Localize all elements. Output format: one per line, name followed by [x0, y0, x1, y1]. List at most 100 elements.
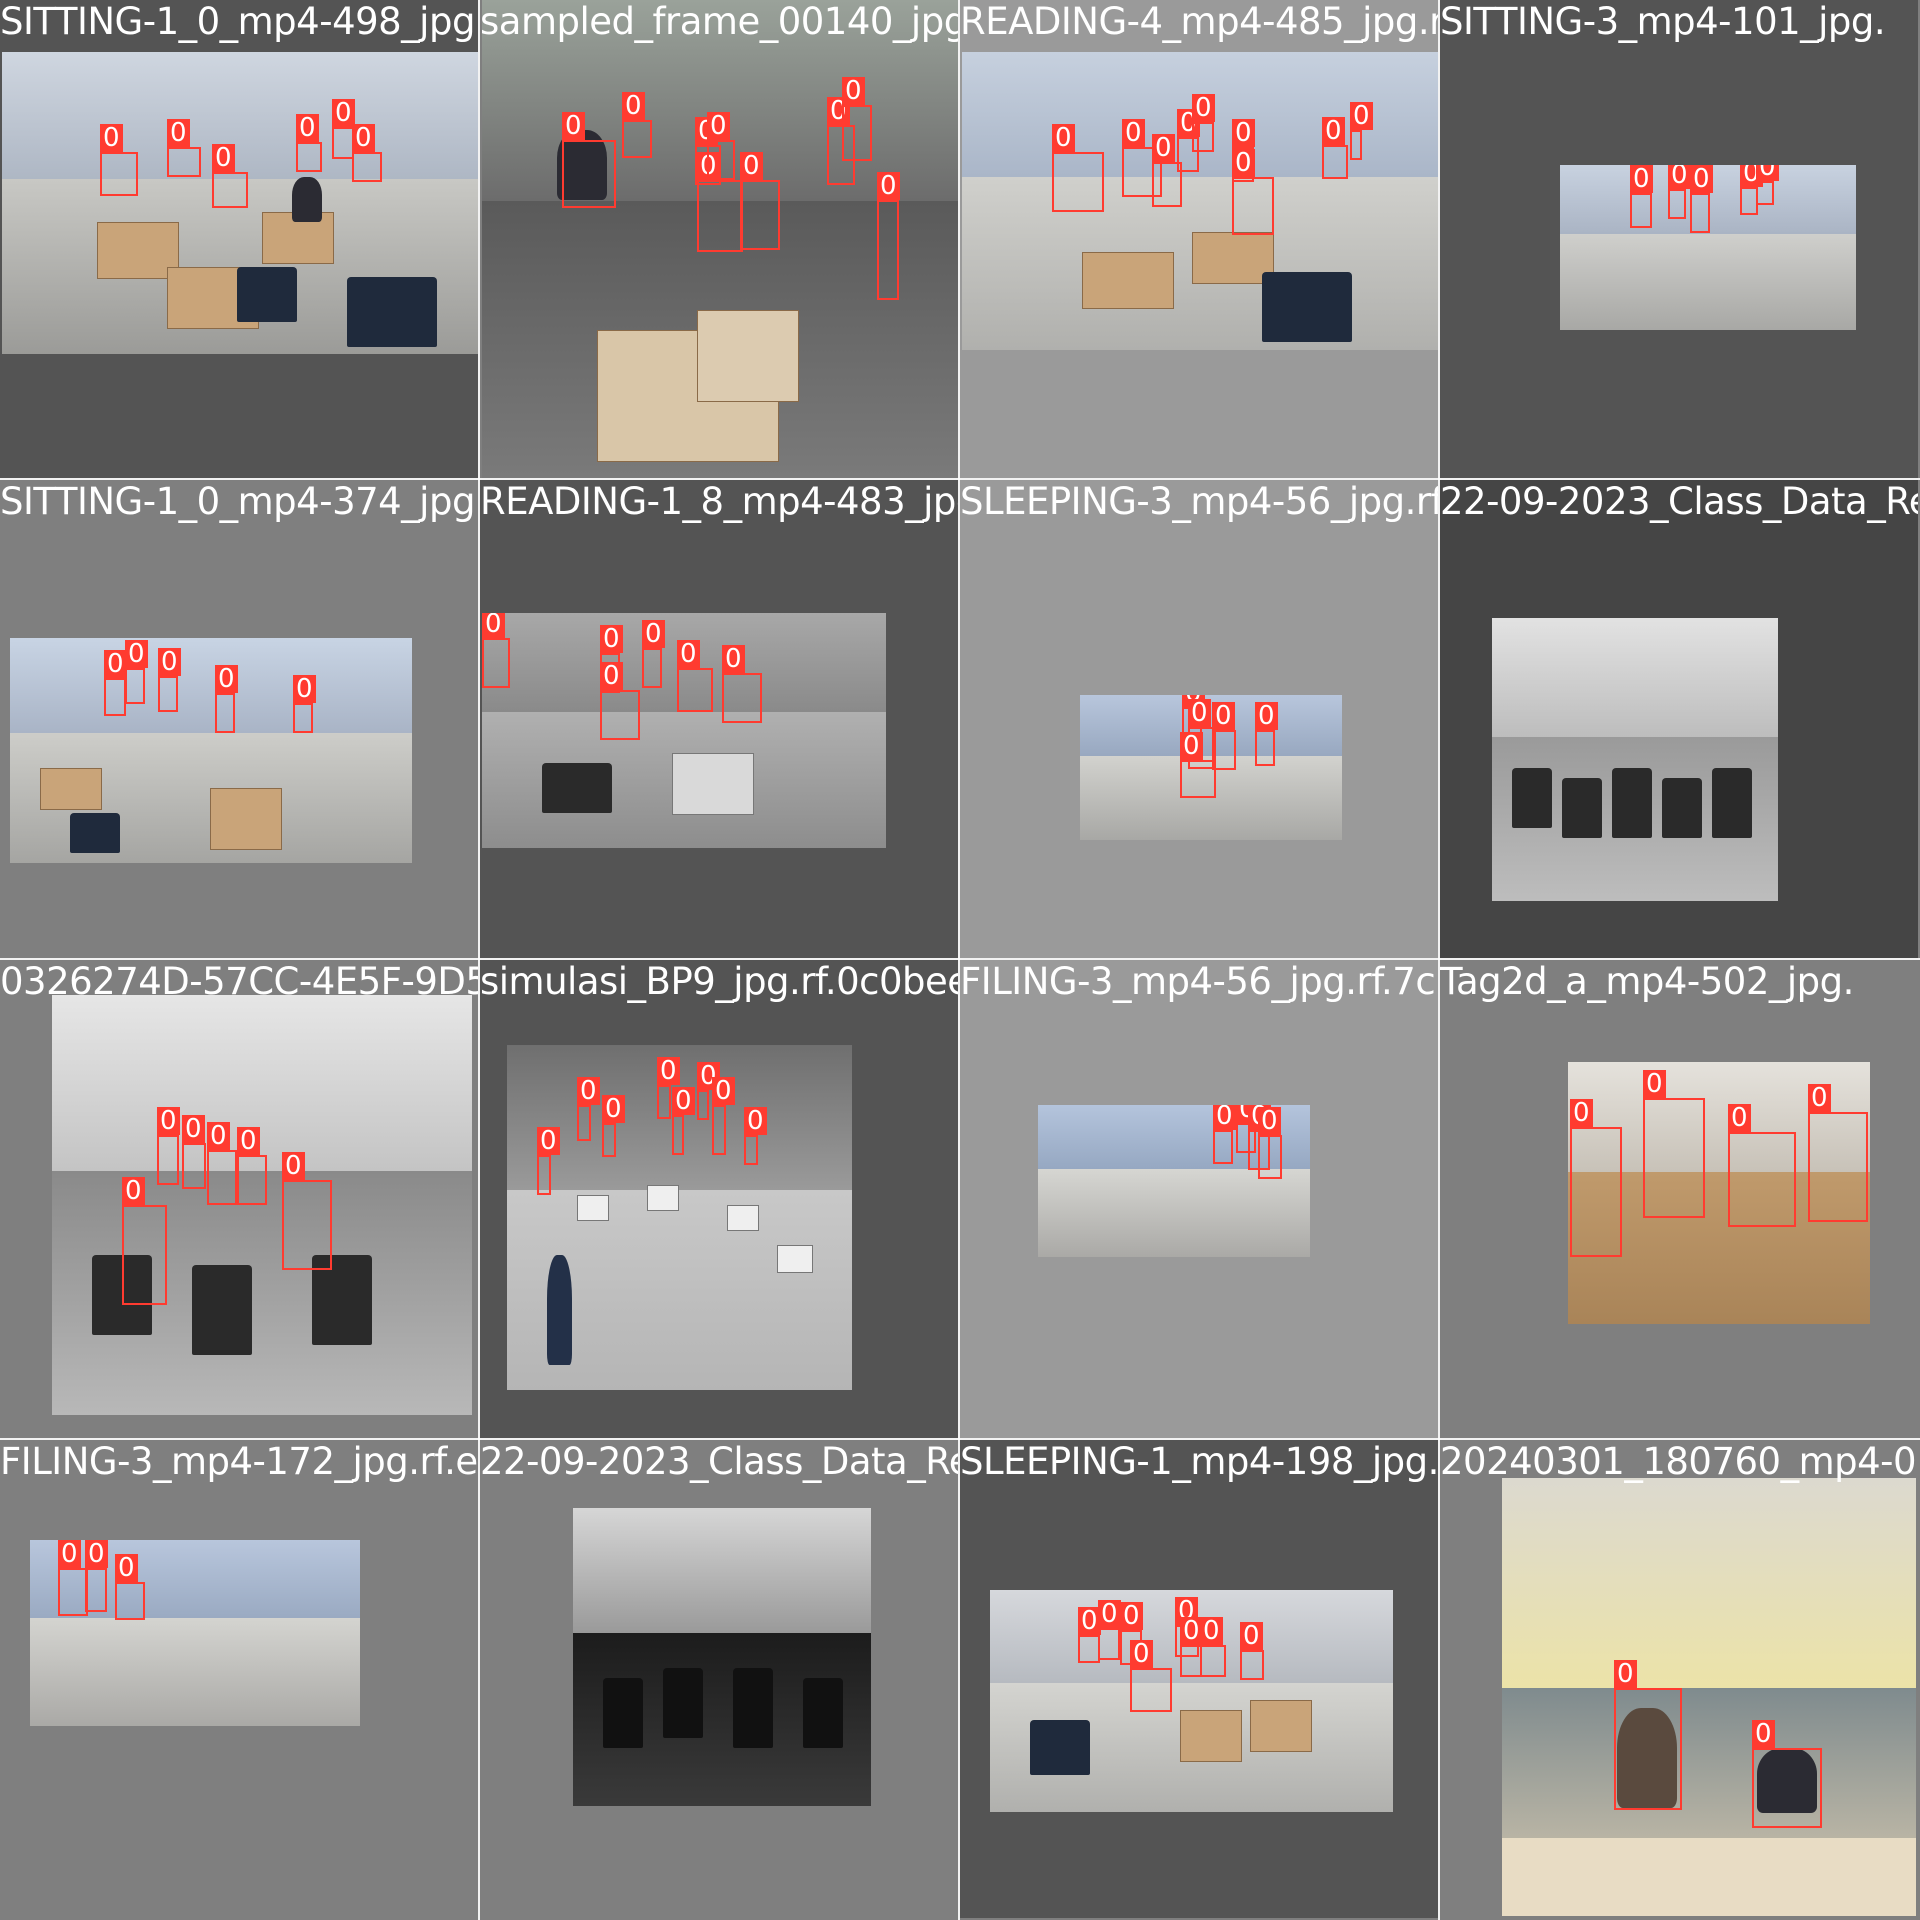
class-label-tag: 0 — [677, 640, 700, 668]
classroom-photo: 0 0 0 0 0 0 0 0 — [507, 1045, 852, 1390]
class-label-tag: 0 — [537, 1127, 560, 1155]
class-label-tag: 0 — [1232, 119, 1255, 147]
detection-box: 0 — [562, 112, 616, 208]
grid-line — [0, 478, 1920, 480]
class-label-tag: 0 — [1643, 1070, 1666, 1098]
detection-box: 0 — [657, 1057, 680, 1119]
detection-box: 0 — [744, 1107, 767, 1165]
class-label-tag: 0 — [562, 112, 585, 140]
mosaic-tile-1: 0 0 0 0 0 0 SITTING-1_0_mp4-498_jpg. — [0, 0, 478, 478]
detection-box: 0 — [125, 640, 148, 704]
image-filename-caption: 0326274D-57CC-4E5F-9D5 — [0, 960, 478, 1003]
detection-box: 0 — [1180, 732, 1216, 798]
image-filename-caption: sampled_frame_00140_jpg.rf.f755b — [480, 0, 958, 43]
class-label-tag: 0 — [1258, 1107, 1281, 1135]
image-filename-caption: Tag2d_a_mp4-502_jpg. — [1440, 960, 1854, 1003]
mosaic-tile-5: 0 0 0 0 0 SITTING-1_0_mp4-374_jpg. — [0, 480, 478, 958]
detection-box: 0 — [1614, 1660, 1682, 1810]
class-label-tag: 0 — [1752, 1720, 1775, 1748]
class-label-tag: 0 — [182, 1115, 205, 1143]
class-label-tag: 0 — [1570, 1099, 1593, 1127]
class-label-tag: 0 — [158, 648, 181, 676]
detection-box: 0 — [537, 1127, 560, 1195]
classroom-photo: 0 0 0 0 — [1568, 1062, 1870, 1324]
class-label-tag: 0 — [352, 124, 375, 152]
detection-box: 0 — [1322, 117, 1348, 179]
class-label-tag: 0 — [622, 92, 645, 120]
class-label-tag: 0 — [1120, 1602, 1143, 1630]
class-label-tag: 0 — [215, 665, 238, 693]
class-label-tag: 0 — [1078, 1607, 1101, 1635]
classroom-photo: 0 0 0 0 0 — [1560, 165, 1856, 330]
detection-box: 0 — [1570, 1099, 1622, 1257]
detection-box: 0 — [1258, 1107, 1282, 1179]
class-label-tag: 0 — [1240, 1622, 1263, 1650]
class-label-tag: 0 — [722, 645, 745, 673]
detection-box: 0 — [1668, 165, 1691, 219]
class-label-tag: 0 — [296, 114, 319, 142]
detection-box: 0 — [282, 1152, 332, 1270]
mosaic-tile-13: 0 0 0 FILING-3_mp4-172_jpg.rf.e3 — [0, 1440, 478, 1918]
class-label-tag: 0 — [157, 1107, 180, 1135]
detection-box: 0 — [104, 650, 127, 716]
class-label-tag: 0 — [672, 1087, 695, 1115]
mosaic-tile-8: 22-09-2023_Class_Data_Re — [1440, 480, 1918, 958]
mosaic-tile-11: 0 0 0 0 FILING-3_mp4-56_jpg.rf.7c1 — [960, 960, 1438, 1438]
class-label-tag: 0 — [842, 77, 865, 105]
class-label-tag: 0 — [1152, 134, 1175, 162]
detection-box: 0 — [1180, 1617, 1203, 1677]
detection-box: 0 — [157, 1107, 180, 1185]
detection-box: 0 — [58, 1540, 88, 1616]
classroom-photo: 0 0 0 0 0 — [10, 638, 412, 863]
detection-box: 0 — [237, 1127, 267, 1205]
class-label-tag: 0 — [1098, 1600, 1121, 1628]
detection-box: 0 — [600, 662, 640, 740]
detection-box: 0 — [1212, 702, 1236, 770]
detection-box: 0 — [332, 99, 355, 159]
detection-box: 0 — [722, 645, 762, 723]
class-label-tag: 0 — [115, 1554, 138, 1582]
class-label-tag: 0 — [332, 99, 355, 127]
classroom-photo: 0 0 — [1502, 1478, 1916, 1916]
detection-box: 0 — [1643, 1070, 1705, 1218]
mosaic-tile-7: 0 0 0 0 0 SLEEPING-3_mp4-56_jpg.rf. — [960, 480, 1438, 958]
class-label-tag: 0 — [293, 675, 316, 703]
image-filename-caption: READING-4_mp4-485_jpg.rf. — [960, 0, 1438, 43]
mosaic-tile-15: 0 0 0 0 0 0 0 0 SLEEPING-1_mp4-198_jpg. — [960, 1440, 1438, 1918]
class-label-tag: 0 — [1690, 165, 1713, 193]
detection-box: 0 — [1808, 1084, 1868, 1222]
detection-box: 0 — [1192, 94, 1215, 152]
mosaic-tile-2: 0 0 0 0 0 0 0 0 0 sampled_frame_00140_jp… — [480, 0, 958, 478]
class-label-tag: 0 — [167, 119, 190, 147]
detection-box: 0 — [1098, 1600, 1121, 1660]
class-label-tag: 0 — [104, 650, 127, 678]
detection-box: 0 — [672, 1087, 695, 1155]
image-filename-caption: SITTING-3_mp4-101_jpg. — [1440, 0, 1886, 43]
class-label-tag: 0 — [100, 124, 123, 152]
class-label-tag: 0 — [1808, 1084, 1831, 1112]
classroom-photo — [1492, 618, 1778, 901]
image-filename-caption: 22-09-2023_Class_Data_Re — [1440, 480, 1918, 523]
image-filename-caption: simulasi_BP9_jpg.rf.0c0bee79f — [480, 960, 958, 1003]
detection-box: 0 — [842, 77, 872, 161]
grid-line — [958, 0, 960, 1920]
detection-box: 0 — [296, 114, 322, 172]
classroom-photo: 0 0 0 — [30, 1540, 360, 1726]
class-label-tag: 0 — [1212, 702, 1235, 730]
class-label-tag: 0 — [642, 620, 665, 648]
class-label-tag: 0 — [740, 152, 763, 180]
detection-box: 0 — [215, 665, 238, 733]
detection-box: 0 — [85, 1540, 108, 1612]
mosaic-tile-6: 0 0 0 0 0 0 READING-1_8_mp4-483_jpg. — [480, 480, 958, 958]
image-filename-caption: SITTING-1_0_mp4-498_jpg. — [0, 0, 478, 43]
class-label-tag: 0 — [1130, 1640, 1153, 1668]
classroom-photo: 0 0 0 0 0 0 — [2, 52, 478, 354]
detection-box: 0 — [622, 92, 652, 158]
detection-box: 0 — [740, 152, 780, 250]
detection-box: 0 — [1728, 1104, 1796, 1227]
classroom-photo: 0 0 0 0 0 — [1080, 695, 1342, 840]
detection-box: 0 — [877, 172, 900, 300]
class-label-tag: 0 — [1614, 1660, 1637, 1688]
class-label-tag: 0 — [602, 1095, 625, 1123]
class-label-tag: 0 — [1350, 102, 1373, 130]
